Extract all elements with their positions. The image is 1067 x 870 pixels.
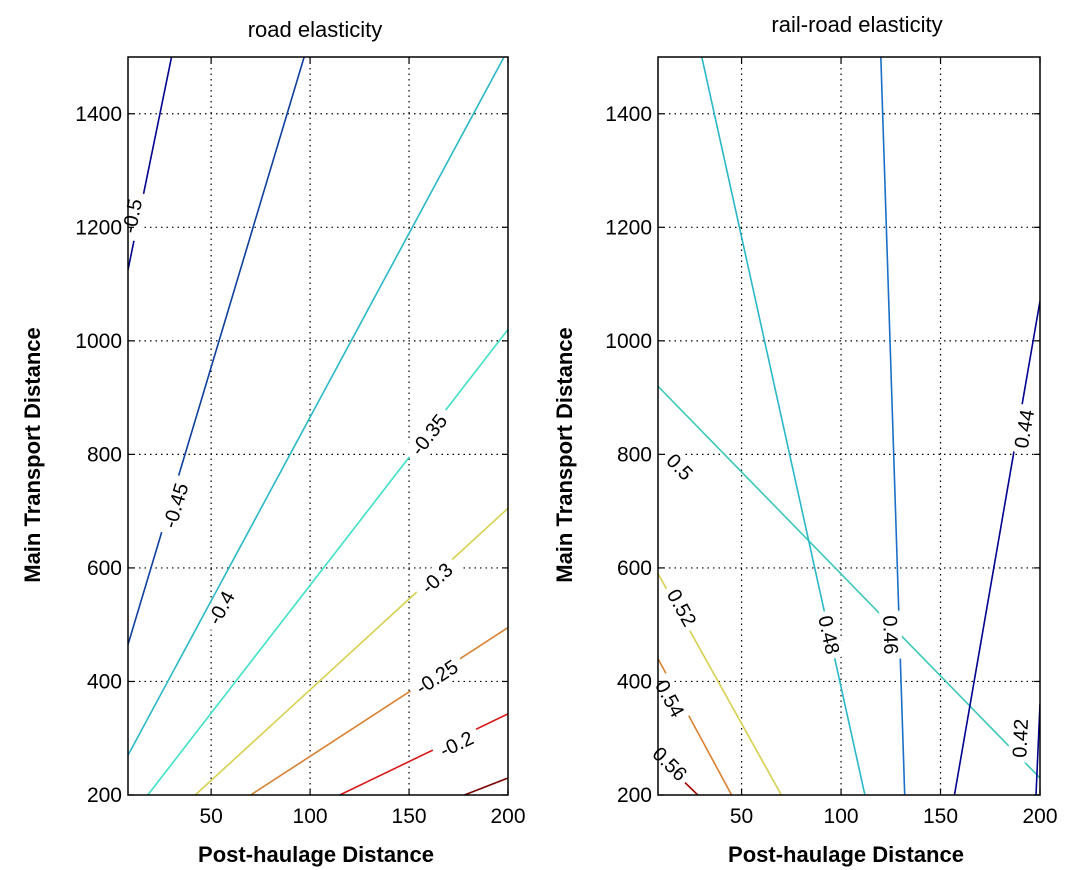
x-tick-label: 200	[490, 805, 525, 828]
y-tick-label: 1200	[605, 216, 652, 239]
y-tick-label: 1200	[75, 216, 122, 239]
contour-line	[128, 57, 305, 645]
contour-line	[128, 57, 505, 756]
contour-lines	[128, 57, 508, 795]
contour-line	[700, 57, 866, 795]
x-tick-label: 50	[199, 805, 222, 828]
y-tick-label: 400	[617, 670, 652, 693]
road-elasticity-plot: road elasticity Post-haulage Distance Ma…	[20, 17, 526, 867]
y-tick-label: 400	[87, 670, 122, 693]
y-axis-label: Main Transport Distance	[20, 327, 45, 583]
y-tick-label: 600	[87, 557, 122, 580]
contour-label: 0.44	[1009, 403, 1039, 455]
x-tick-label: 150	[392, 805, 427, 828]
contour-line	[339, 713, 508, 795]
plot-area	[658, 57, 1040, 795]
plot-title: rail-road elasticity	[771, 12, 942, 37]
x-tick-label: 50	[730, 805, 753, 828]
x-axis-label: Post-haulage Distance	[198, 842, 434, 867]
contour-line	[880, 57, 906, 795]
axes-frame	[127, 56, 509, 796]
contour-label: 0.46	[878, 610, 903, 660]
contour-label: 0.42	[1008, 713, 1033, 763]
x-tick-label: 200	[1022, 805, 1057, 828]
contour-line	[194, 507, 508, 795]
plot-area	[128, 57, 508, 795]
y-tick-label: 600	[617, 557, 652, 580]
y-tick-label: 1000	[75, 330, 122, 353]
plot-title: road elasticity	[248, 17, 383, 42]
y-tick-label: 1000	[605, 330, 652, 353]
contour-line	[464, 777, 508, 795]
axes-frame	[657, 56, 1041, 796]
contour-label-text: 0.46	[878, 615, 901, 655]
y-axis-label: Main Transport Distance	[552, 327, 577, 583]
x-tick-label: 150	[923, 805, 958, 828]
rail-road-elasticity-plot: rail-road elasticity Post-haulage Distan…	[552, 12, 1058, 867]
y-tick-label: 200	[87, 784, 122, 807]
x-tick-label: 100	[293, 805, 328, 828]
contour-line	[250, 626, 508, 795]
y-tick-label: 1400	[75, 103, 122, 126]
x-axis-label: Post-haulage Distance	[728, 842, 964, 867]
y-tick-label: 800	[617, 443, 652, 466]
contour-line	[658, 385, 1040, 779]
contour-line	[147, 329, 508, 795]
contour-line	[953, 300, 1040, 795]
y-tick-label: 1400	[605, 103, 652, 126]
y-tick-label: 800	[87, 443, 122, 466]
contour-label-text: 0.42	[1009, 718, 1033, 758]
y-tick-label: 200	[617, 784, 652, 807]
x-tick-label: 100	[824, 805, 859, 828]
